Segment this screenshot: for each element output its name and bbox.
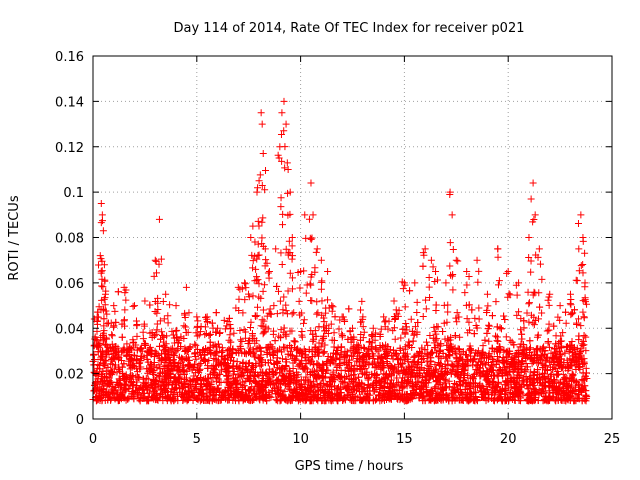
data-point: [102, 341, 110, 349]
data-point: [456, 333, 464, 341]
data-point: [409, 337, 417, 345]
data-point: [315, 323, 323, 331]
data-point: [256, 344, 264, 352]
data-point: [563, 395, 571, 403]
data-point: [397, 334, 405, 342]
data-point: [164, 312, 172, 320]
data-point: [240, 382, 248, 390]
data-point: [488, 312, 496, 320]
data-point: [156, 342, 164, 350]
data-point: [277, 334, 285, 342]
data-point: [240, 371, 248, 379]
data-point: [523, 309, 531, 317]
data-point: [278, 355, 286, 363]
data-point: [271, 337, 279, 345]
data-point: [233, 358, 241, 366]
data-point: [260, 328, 268, 336]
data-point: [314, 352, 322, 360]
data-point: [410, 353, 418, 361]
data-point: [439, 327, 447, 335]
data-point: [291, 338, 299, 346]
data-point: [227, 338, 235, 346]
data-point: [582, 347, 590, 355]
data-point: [526, 337, 534, 345]
data-points: [89, 97, 591, 405]
data-point: [212, 309, 220, 317]
data-point: [407, 315, 415, 323]
data-point: [91, 356, 99, 364]
data-point: [481, 336, 489, 344]
data-point: [220, 316, 228, 324]
data-point: [197, 328, 205, 336]
data-point: [545, 343, 553, 351]
data-point: [341, 347, 349, 355]
data-point: [152, 330, 160, 338]
data-point: [335, 325, 343, 333]
data-point: [156, 317, 164, 325]
data-point: [419, 312, 427, 320]
data-point: [166, 301, 174, 309]
data-point: [432, 306, 440, 314]
data-point: [217, 379, 225, 387]
data-point: [118, 333, 126, 341]
data-point: [419, 262, 427, 270]
data-point: [427, 348, 435, 356]
data-point: [320, 348, 328, 356]
data-point: [238, 337, 246, 345]
data-point: [93, 327, 101, 335]
data-point: [169, 344, 177, 352]
data-point: [398, 378, 406, 386]
data-point: [358, 297, 366, 305]
data-point: [418, 378, 426, 386]
data-point: [562, 319, 570, 327]
data-point: [497, 325, 505, 333]
data-point: [337, 343, 345, 351]
data-point: [524, 385, 532, 393]
data-point: [520, 324, 528, 332]
data-point: [215, 329, 223, 337]
data-point: [528, 360, 536, 368]
data-point: [500, 312, 508, 320]
data-point: [545, 326, 553, 334]
data-point: [230, 329, 238, 337]
data-point: [518, 335, 526, 343]
data-point: [208, 319, 216, 327]
data-point: [339, 379, 347, 387]
data-point: [114, 288, 122, 296]
data-point: [479, 342, 487, 350]
data-point: [579, 377, 587, 385]
data-point: [491, 332, 499, 340]
data-point: [483, 329, 491, 337]
data-point: [357, 306, 365, 314]
data-point: [319, 349, 327, 357]
data-point: [146, 301, 154, 309]
data-point: [415, 377, 423, 385]
data-point: [406, 287, 414, 295]
data-point: [579, 308, 587, 316]
data-point: [132, 317, 140, 325]
